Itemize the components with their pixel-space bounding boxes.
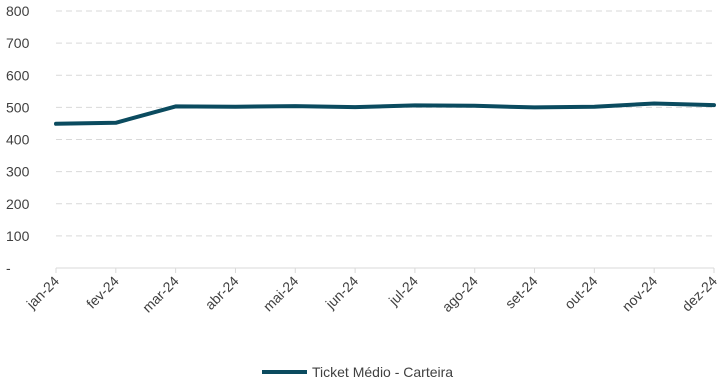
y-tick-label: 100 xyxy=(6,228,30,244)
legend: Ticket Médio - Carteira xyxy=(262,364,453,380)
y-tick-label: 300 xyxy=(6,164,30,180)
series-line xyxy=(54,101,716,126)
x-tick-label: out-24 xyxy=(561,273,601,313)
x-tick-label: ago-24 xyxy=(439,273,481,315)
y-tick-label: 700 xyxy=(6,35,30,51)
y-tick-label: 800 xyxy=(6,3,30,19)
gridlines xyxy=(56,10,714,237)
y-tick-label: - xyxy=(6,260,11,276)
x-tick-label: set-24 xyxy=(502,273,541,312)
x-axis: jan-24 fev-24 mar-24 abr-24 mai-24 jun-24 jul-… xyxy=(23,267,719,316)
x-tick-label: jun-24 xyxy=(322,273,362,313)
y-tick-label: 200 xyxy=(6,196,30,212)
x-tick-label: nov-24 xyxy=(619,273,661,315)
y-tick-label: 600 xyxy=(6,67,30,83)
y-tick-label: 400 xyxy=(6,132,30,148)
x-tick-label: jan-24 xyxy=(23,273,63,313)
x-tick-label: fev-24 xyxy=(83,273,122,312)
x-tick-label: jul-24 xyxy=(385,273,421,309)
series-lines xyxy=(54,101,716,126)
x-tick-label: mai-24 xyxy=(260,273,302,315)
y-tick-label: 500 xyxy=(6,99,30,115)
x-tick-label: dez-24 xyxy=(679,273,719,315)
legend-label: Ticket Médio - Carteira xyxy=(312,364,453,380)
y-axis-ticks: - 100 200 300 400 500 600 700 800 xyxy=(6,3,30,276)
x-tick-label: mar-24 xyxy=(139,273,182,316)
x-tick-label: abr-24 xyxy=(202,273,242,313)
